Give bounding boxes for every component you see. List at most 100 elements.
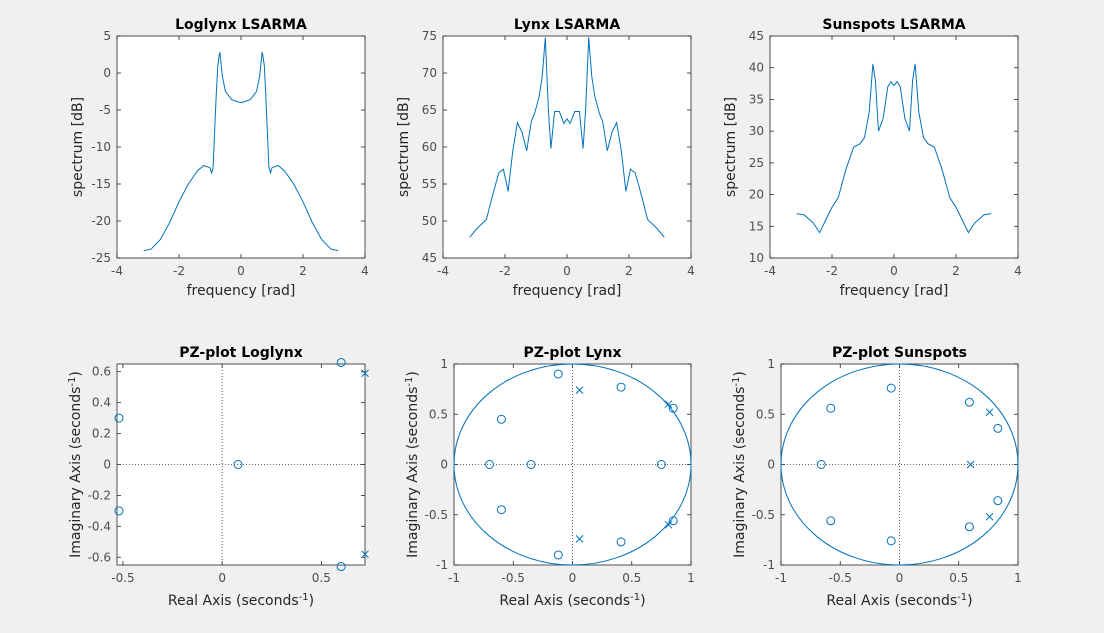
x-axis-label-sup: -1 [299, 592, 309, 603]
x-tick-label: -1 [775, 571, 787, 585]
y-tick-label: 50 [422, 214, 437, 228]
chart-lynx-lsarma: -4 -2 0 2 4 75 70 65 60 55 50 45 Lynx LSARMA frequenc… [396, 17, 695, 299]
y-axis-label: Imaginary Axis (seconds-1) [731, 371, 749, 558]
zero-marker [553, 550, 563, 560]
x-tick-label: 0.5 [949, 571, 968, 585]
chart-pz-loglynx: -0.5 0 0.5 0.6 0.4 0.2 0 -0.2 -0.4 -0.6 PZ-plot Lo… [67, 345, 369, 609]
x-tick-label: -0.5 [111, 571, 134, 585]
x-tick-label: -2 [499, 264, 511, 278]
x-tick-label: -4 [764, 264, 776, 278]
y-tick-label: -1 [763, 558, 775, 572]
y-tick-label: 65 [422, 103, 437, 117]
plot-area [769, 35, 1019, 259]
chart-title: PZ-plot Loglynx [179, 345, 302, 361]
pole-marker [361, 369, 369, 378]
y-tick-label: 60 [422, 140, 437, 154]
y-tick-label: 0.2 [92, 427, 111, 441]
y-tick-label: 70 [422, 66, 437, 80]
y-tick-label: -0.6 [88, 550, 111, 564]
chart-title: PZ-plot Lynx [523, 345, 621, 361]
zero-marker [886, 383, 896, 393]
y-axis-label-text: Imaginary Axis (seconds [405, 387, 421, 558]
x-tick-label: 4 [361, 264, 369, 278]
pole-marker [575, 386, 584, 394]
y-axis-label: spectrum [dB] [396, 97, 412, 197]
zero-marker [553, 369, 563, 379]
unit-circle [780, 363, 1019, 566]
y-tick-label: 55 [422, 177, 437, 191]
unit-circle [453, 363, 692, 566]
x-tick-label: 2 [299, 264, 307, 278]
x-tick-label: 2 [952, 264, 960, 278]
pole-marker [664, 400, 673, 409]
zero-marker [886, 536, 896, 546]
x-tick-label: -4 [111, 264, 123, 278]
y-tick-label: -25 [91, 251, 111, 265]
zero-marker [496, 414, 506, 424]
chart-pz-sunspots: -1 -0.5 0 0.5 1 1 0.5 0 -0.5 -1 PZ-plot Sunspots Re… [731, 345, 1022, 609]
x-tick-label: 0 [237, 264, 245, 278]
y-tick-label: -5 [99, 103, 111, 117]
zero-marker [114, 413, 124, 423]
pole-marker [664, 520, 673, 529]
pole-marker [575, 535, 584, 543]
zero-marker [826, 403, 836, 413]
series-line-0 [796, 63, 992, 234]
zero-marker [496, 505, 506, 515]
x-tick-label: 0 [563, 264, 571, 278]
chart-title: Sunspots LSARMA [822, 17, 965, 33]
y-tick-label: -20 [91, 214, 111, 228]
y-tick-label: 1 [440, 357, 448, 371]
x-tick-label: 0 [218, 571, 226, 585]
y-tick-label: -0.5 [752, 508, 775, 522]
pole-marker [985, 408, 994, 417]
y-axis-label-close: ) [405, 371, 421, 376]
y-tick-label: -0.2 [88, 488, 111, 502]
zero-marker [114, 506, 124, 516]
y-tick-label: 20 [749, 188, 764, 202]
y-tick-label: 0.5 [756, 407, 775, 421]
zero-marker [526, 460, 536, 469]
y-axis-label: spectrum [dB] [723, 97, 739, 197]
zero-marker [668, 516, 678, 526]
zero-marker [826, 516, 836, 526]
y-tick-label: 0.6 [92, 365, 111, 379]
x-axis-label-close: ) [640, 593, 645, 609]
y-tick-label: -1 [436, 558, 448, 572]
x-tick-label: 1 [687, 571, 695, 585]
y-tick-label: 0 [103, 458, 111, 472]
y-tick-label: 75 [422, 29, 437, 43]
x-axis-label: Real Axis (seconds-1) [168, 592, 314, 610]
y-axis-label-sup: -1 [731, 377, 742, 387]
x-axis-label-sup: -1 [957, 592, 967, 603]
x-tick-label: -0.5 [502, 571, 525, 585]
y-axis-label-sup: -1 [67, 377, 78, 387]
y-tick-label: 5 [103, 29, 111, 43]
x-axis-label-close: ) [309, 593, 314, 609]
y-axis-label-text: Imaginary Axis (seconds [68, 387, 84, 558]
x-axis-label-text: Real Axis (seconds [168, 593, 299, 609]
y-tick-label: 40 [749, 61, 764, 75]
chart-pz-lynx: -1 -0.5 0 0.5 1 1 0.5 0 -0.5 -1 PZ-plot Lynx Real A… [404, 345, 695, 609]
chart-title: PZ-plot Sunspots [832, 345, 967, 361]
y-tick-label: 15 [749, 219, 764, 233]
y-tick-label: 25 [749, 156, 764, 170]
y-tick-label: 45 [749, 29, 764, 43]
pole-marker [361, 550, 369, 559]
x-axis-label: Real Axis (seconds-1) [826, 592, 972, 610]
zero-marker [964, 397, 974, 407]
y-axis-label: Imaginary Axis (seconds-1) [67, 371, 85, 558]
chart-sunspots-lsarma: -4 -2 0 2 4 45 40 35 30 25 20 15 10 Sunspots LSARMA fr… [723, 17, 1022, 299]
zero-marker [816, 460, 826, 469]
x-tick-label: -2 [173, 264, 185, 278]
y-tick-label: -0.5 [425, 508, 448, 522]
y-tick-label: 10 [749, 251, 764, 265]
zero-marker [485, 460, 495, 469]
zero-marker [993, 496, 1003, 506]
y-tick-label: 0.5 [429, 407, 448, 421]
x-tick-label: -0.5 [829, 571, 852, 585]
zero-marker [233, 460, 243, 469]
zero-marker [964, 522, 974, 532]
